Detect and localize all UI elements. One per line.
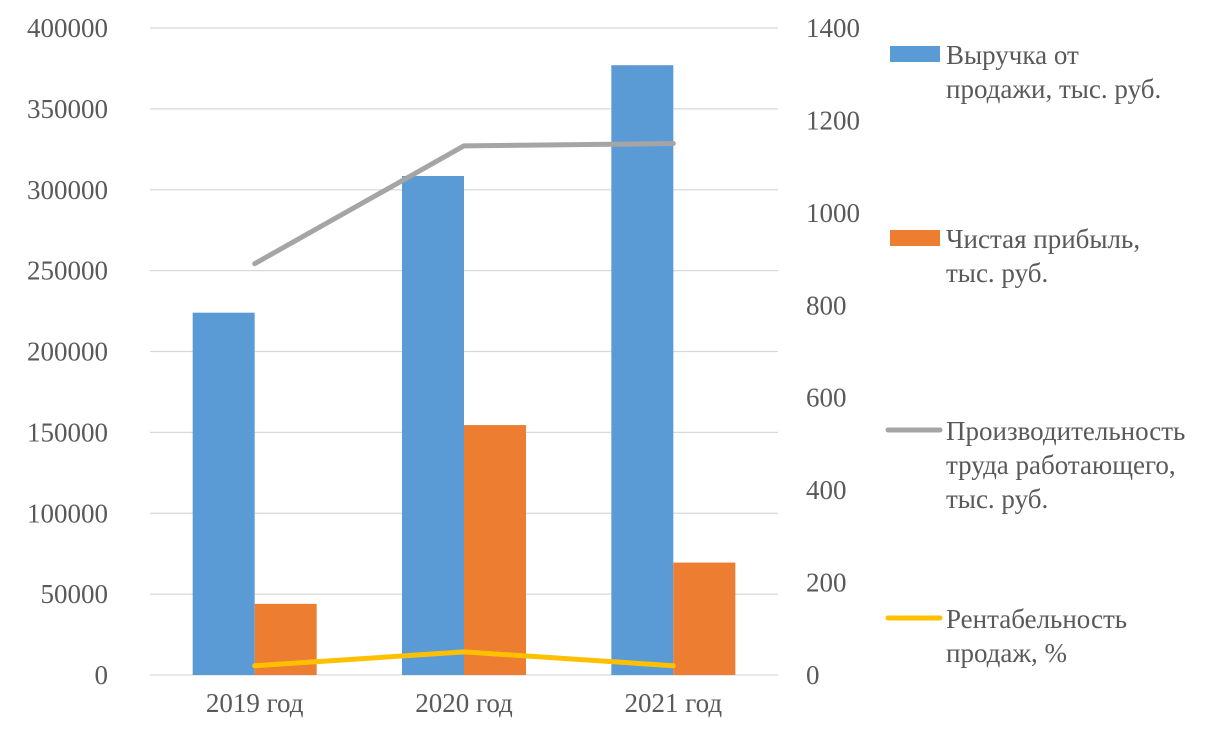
y-right-tick-label: 0 — [806, 660, 820, 690]
y-right-tick-label: 600 — [806, 383, 847, 413]
y-right-tick-label: 1200 — [806, 105, 860, 135]
x-tick-label: 2021 год — [625, 688, 723, 718]
legend-item: Производительность труда работающего, тыс.… — [885, 416, 1185, 514]
legend-label: Производительность труда работающего, тыс.… — [946, 416, 1185, 514]
y-left-tick-label: 250000 — [27, 256, 108, 286]
axes: 0 50000 100000 150000 200000 250000 300000 3500… — [27, 13, 860, 718]
y-left-tick-label: 350000 — [27, 94, 108, 124]
y-left-tick-label: 200000 — [27, 337, 108, 367]
line-sales-profitability — [252, 649, 676, 669]
bar-revenue — [611, 65, 674, 675]
legend-label: Выручка от продажи, тыс. руб. — [946, 40, 1161, 104]
y-left-tick-label: 300000 — [27, 175, 108, 205]
legend-item: Выручка от продажи, тыс. руб. — [890, 40, 1161, 104]
legend-swatch-bar — [890, 46, 940, 62]
bar-revenue — [192, 312, 255, 675]
y-left-tick-label: 150000 — [27, 417, 108, 447]
y-right-tick-label: 1400 — [806, 13, 860, 43]
y-right-tick-label: 1000 — [806, 198, 860, 228]
y-left-tick-label: 100000 — [27, 498, 108, 528]
bar-net-profit — [464, 425, 526, 675]
y-right-tick-label: 400 — [806, 475, 847, 505]
x-tick-label: 2019 год — [206, 688, 304, 718]
legend: Выручка от продажи, тыс. руб. Чистая прибы… — [885, 40, 1185, 668]
line-labor-productivity — [252, 141, 676, 267]
legend-label: Рентабельность продаж, % — [946, 604, 1127, 668]
y-left-tick-label: 50000 — [41, 579, 109, 609]
legend-swatch-bar — [890, 230, 940, 246]
legend-label: Чистая прибыль, тыс. руб. — [946, 224, 1140, 288]
bar-net-profit — [673, 562, 736, 675]
bar-revenue — [402, 176, 464, 675]
legend-item: Чистая прибыль, тыс. руб. — [890, 224, 1140, 288]
x-tick-label: 2020 год — [415, 688, 513, 718]
bar-series — [192, 65, 736, 675]
y-right-tick-label: 800 — [806, 290, 847, 320]
legend-item: Рентабельность продаж, % — [885, 604, 1127, 668]
y-right-tick-label: 200 — [806, 568, 847, 598]
y-left-tick-label: 0 — [95, 660, 109, 690]
y-left-tick-label: 400000 — [27, 13, 108, 43]
line-series — [252, 141, 676, 669]
